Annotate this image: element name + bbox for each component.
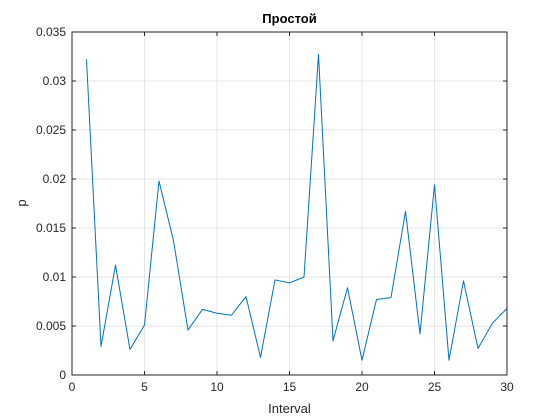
chart-title: Простой — [262, 11, 316, 26]
y-tick-label: 0.005 — [36, 319, 66, 333]
y-tick-label: 0.025 — [36, 123, 66, 137]
series-layer — [86, 54, 508, 361]
x-tick-label: 20 — [355, 380, 369, 394]
y-ticks: 0 0.005 0.01 0.015 0.02 0.025 0.03 0.035 — [36, 25, 507, 382]
y-tick-label: 0 — [59, 368, 66, 382]
y-tick-label: 0.02 — [43, 172, 67, 186]
x-ticks: 0 5 10 15 20 25 30 — [69, 32, 514, 394]
x-tick-label: 10 — [210, 380, 224, 394]
y-tick-label: 0.03 — [43, 74, 67, 88]
y-axis-label: p — [14, 199, 29, 206]
y-tick-label: 0.035 — [36, 25, 66, 39]
x-tick-label: 0 — [69, 380, 76, 394]
x-tick-label: 5 — [141, 380, 148, 394]
x-tick-label: 25 — [428, 380, 442, 394]
x-tick-label: 30 — [500, 380, 514, 394]
x-tick-label: 15 — [283, 380, 297, 394]
y-tick-label: 0.01 — [43, 270, 67, 284]
x-axis-label: Interval — [268, 401, 311, 416]
series-line-1 — [86, 54, 508, 361]
y-tick-label: 0.015 — [36, 221, 66, 235]
